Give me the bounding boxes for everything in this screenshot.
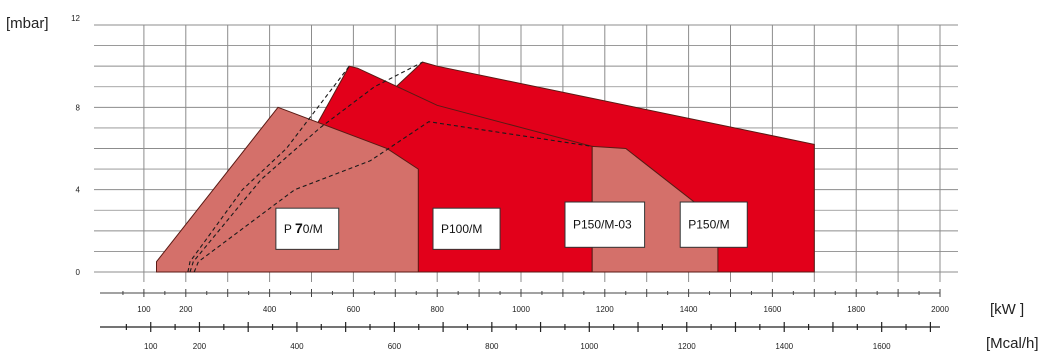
y-axis-label: [mbar] [6, 15, 49, 32]
x2-tick-label: 1200 [678, 342, 696, 351]
x-tick-label: 100 [137, 305, 151, 314]
x-tick-label: 2000 [931, 305, 949, 314]
series-label: P 70/M [284, 220, 323, 236]
x2-tick-label: 1600 [873, 342, 891, 351]
x2-axis-label: [Mcal/h] [986, 335, 1039, 352]
x-tick-label: 600 [347, 305, 361, 314]
area-p-70-m [156, 106, 419, 273]
x-tick-label: 1800 [847, 305, 865, 314]
label-box [275, 207, 340, 250]
x2-tick-label: 600 [388, 342, 402, 351]
dashed-curve [189, 61, 423, 273]
x-tick-label: 1000 [512, 305, 530, 314]
x2-tick-label: 100 [144, 342, 158, 351]
series-label: P150/M [688, 218, 729, 232]
kw-axis: 100 200 400 600 800 1000 1200 1400 1600 1800 2000 [100, 289, 949, 314]
x-tick-label: 200 [179, 305, 193, 314]
dashed-curve [193, 121, 593, 273]
dashed-curves [187, 61, 593, 273]
x-axis-label: [kW ] [990, 301, 1024, 318]
y-tick-label: 12 [71, 14, 80, 23]
x-tick-label: 400 [263, 305, 277, 314]
series-labels: P 70/M P100/M P150/M-03 P150/M [275, 201, 748, 250]
y-tick-labels: 0 4 8 12 [71, 14, 80, 277]
mcal-axis: 100 200 400 600 800 1000 1200 1400 1600 [100, 322, 940, 351]
x-tick-label: 1600 [764, 305, 782, 314]
y-tick-label: 4 [76, 186, 81, 195]
x-tick-label: 1400 [680, 305, 698, 314]
x2-tick-label: 400 [290, 342, 304, 351]
x-tick-label: 1200 [596, 305, 614, 314]
x2-tick-label: 800 [485, 342, 499, 351]
x-tick-label: 800 [431, 305, 445, 314]
x2-tick-label: 1400 [775, 342, 793, 351]
label-box [432, 207, 501, 250]
label-box [679, 201, 748, 248]
label-box [564, 201, 646, 248]
dashed-curve [187, 65, 350, 273]
x2-tick-label: 200 [193, 342, 207, 351]
series-label: P100/M [441, 222, 482, 236]
series-label: P150/M-03 [573, 218, 632, 232]
x2-tick-label: 1000 [580, 342, 598, 351]
y-tick-label: 8 [76, 103, 81, 112]
y-tick-label: 0 [76, 268, 81, 277]
